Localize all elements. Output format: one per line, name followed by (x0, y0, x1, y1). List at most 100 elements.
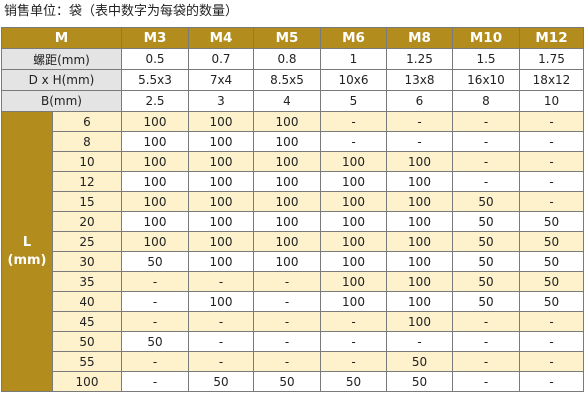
quantity-cell: 100 (121, 191, 189, 212)
length-value: 55 (52, 351, 122, 372)
length-value: 10 (52, 151, 122, 172)
quantity-cell: 100 (253, 231, 321, 252)
quantity-cell: 100 (121, 231, 189, 252)
quantity-cell: 50 (519, 271, 584, 292)
quantity-cell: 100 (320, 291, 387, 312)
quantity-cell: 100 (320, 231, 387, 252)
table-row: 15 100 100 100 100 100 50- (2, 191, 584, 212)
table-caption: 销售单位：袋（表中数字为每袋的数量） (4, 4, 239, 19)
quantity-cell: - (121, 271, 189, 292)
length-value: 35 (52, 271, 122, 292)
quantity-cell: 50 (519, 211, 584, 232)
quantity-cell: 50 (452, 231, 520, 252)
quantity-cell: 100 (386, 231, 453, 252)
table-row: L (mm) 6 100 100 100- - - - (1, 111, 584, 392)
quantity-cell: 50 (452, 211, 520, 232)
quantity-cell: - (320, 311, 387, 332)
attribute-value: 0.5 (121, 48, 189, 70)
length-value: 45 (52, 311, 122, 332)
attribute-value: 1.25 (386, 48, 453, 70)
attribute-value: 7x4 (188, 69, 254, 91)
attribute-value: 3 (188, 90, 254, 112)
quantity-cell: 100 (253, 131, 321, 152)
header-size: M8 (386, 27, 453, 49)
table-row: 40-100-100 100 50 50 (2, 291, 584, 312)
attribute-value: 10 (519, 90, 584, 112)
quantity-cell: - (320, 351, 387, 372)
quantity-cell: - (519, 111, 584, 132)
attribute-row: 螺距(mm) 0.5 0.7 0.8 1 1.25 1.5 1.75 (1, 48, 584, 70)
length-header-unit: (mm) (7, 252, 47, 268)
length-value: 20 (52, 211, 122, 232)
attribute-label: D x H(mm) (1, 69, 122, 91)
length-value: 6 (52, 111, 122, 132)
attribute-label: 螺距(mm) (1, 48, 122, 70)
attribute-label: B(mm) (1, 90, 122, 112)
header-size: M3 (121, 27, 189, 49)
quantity-cell: - (519, 151, 584, 172)
attribute-value: 6 (386, 90, 453, 112)
quantity-cell: 100 (121, 171, 189, 192)
quantity-cell: 100 (386, 171, 453, 192)
attribute-row: B(mm) 2.5 3 4 5 6 8 10 (1, 90, 584, 112)
quantity-cell: 100 (188, 171, 254, 192)
quantity-cell: 50 (320, 371, 387, 392)
quantity-cell: 100 (188, 231, 254, 252)
quantity-cell: - (386, 331, 453, 352)
quantity-cell: 50 (188, 371, 254, 392)
attribute-value: 1.75 (519, 48, 584, 70)
quantity-cell: 100 (320, 191, 387, 212)
quantity-cell: - (188, 331, 254, 352)
quantity-cell: - (452, 171, 520, 192)
quantity-cell: - (320, 111, 387, 132)
quantity-cell: - (519, 351, 584, 372)
quantity-cell: 100 (253, 151, 321, 172)
table-row: 10 100 100 100 100 100- - (2, 151, 584, 172)
quantity-cell: - (253, 311, 321, 332)
quantity-cell: - (386, 111, 453, 132)
quantity-cell: - (519, 331, 584, 352)
quantity-cell: - (452, 131, 520, 152)
quantity-cell: 100 (188, 151, 254, 172)
table-row: 100-50 50 50 50- - (2, 371, 584, 392)
quantity-cell: 100 (253, 191, 321, 212)
quantity-cell: 50 (452, 251, 520, 272)
length-value: 50 (52, 331, 122, 352)
quantity-cell: 100 (320, 211, 387, 232)
quantity-cell: - (188, 271, 254, 292)
table-row: 50 50- - - - - - (2, 331, 584, 352)
quantity-cell: - (121, 291, 189, 312)
length-header-label: L (22, 234, 32, 250)
attribute-value: 0.7 (188, 48, 254, 70)
quantity-cell: 50 (519, 291, 584, 312)
quantity-cell: 100 (320, 171, 387, 192)
quantity-cell: - (121, 371, 189, 392)
quantity-cell: - (519, 311, 584, 332)
quantity-cell: 100 (188, 191, 254, 212)
attribute-value: 5.5x3 (121, 69, 189, 91)
attribute-value: 8 (452, 90, 520, 112)
quantity-cell: 100 (253, 111, 321, 132)
quantity-cell: 100 (320, 151, 387, 172)
attribute-value: 4 (253, 90, 321, 112)
length-value: 40 (52, 291, 122, 312)
quantity-cell: - (519, 191, 584, 212)
table-row: 55- - - -50- - (2, 351, 584, 372)
attribute-value: 0.8 (253, 48, 321, 70)
quantity-cell: - (320, 331, 387, 352)
attribute-value: 10x6 (320, 69, 387, 91)
length-value: 30 (52, 251, 122, 272)
quantity-cell: - (253, 351, 321, 372)
quantity-cell: 50 (452, 271, 520, 292)
length-value: 15 (52, 191, 122, 212)
quantity-cell: 100 (320, 271, 387, 292)
quantity-cell: 50 (121, 331, 189, 352)
quantity-cell: - (253, 291, 321, 312)
quantity-cell: 100 (386, 151, 453, 172)
attribute-value: 16x10 (452, 69, 520, 91)
quantity-cell: 100 (188, 251, 254, 272)
quantity-cell: 100 (188, 131, 254, 152)
length-value: 25 (52, 231, 122, 252)
quantity-cell: - (386, 131, 453, 152)
header-size: M5 (253, 27, 321, 49)
